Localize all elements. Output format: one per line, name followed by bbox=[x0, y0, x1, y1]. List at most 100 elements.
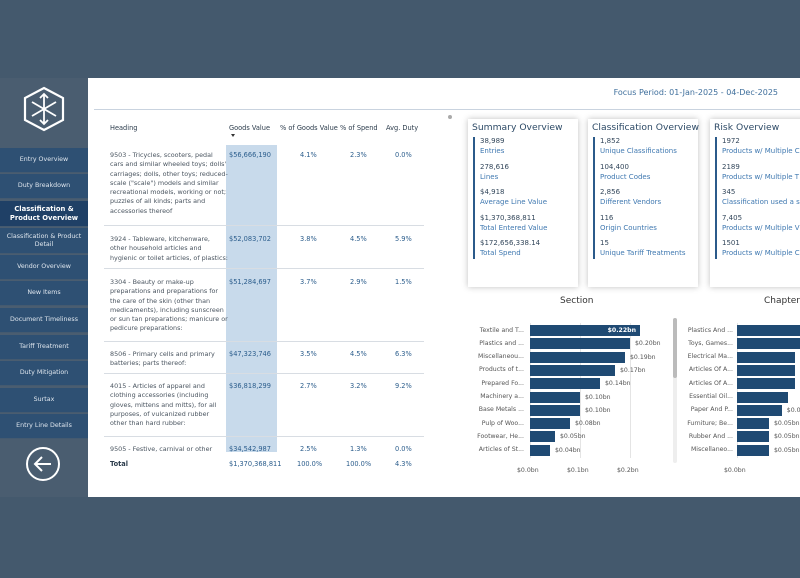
pct-goods-cell: 4.1% bbox=[300, 151, 317, 159]
bar[interactable] bbox=[530, 391, 580, 403]
bar[interactable] bbox=[737, 391, 789, 403]
bar[interactable] bbox=[737, 364, 795, 376]
back-button[interactable] bbox=[26, 447, 60, 481]
data-label: $0.10bn bbox=[585, 393, 611, 401]
bar[interactable] bbox=[530, 351, 625, 363]
category-label: Furniture; Be... bbox=[687, 419, 733, 427]
bar[interactable] bbox=[530, 338, 630, 350]
bar[interactable] bbox=[737, 418, 769, 430]
kpi-label: Entries bbox=[480, 147, 505, 155]
goods-value-column-highlight bbox=[226, 145, 277, 452]
gridline bbox=[580, 323, 581, 458]
category-label: Machinery a... bbox=[480, 393, 524, 400]
arrow-left-circle-icon bbox=[33, 456, 51, 472]
kpi-item: 1,852 Unique Classifications bbox=[600, 137, 677, 155]
kpi-label: Total Entered Value bbox=[480, 223, 548, 232]
bar[interactable] bbox=[737, 338, 800, 350]
more-options-icon[interactable] bbox=[448, 115, 452, 119]
category-label: Products of t... bbox=[479, 366, 524, 374]
divider bbox=[94, 109, 800, 110]
category-label: Plastics And ... bbox=[687, 326, 733, 334]
pct-spend-cell: 3.2% bbox=[350, 382, 367, 390]
column-header[interactable]: Heading bbox=[110, 124, 138, 132]
sidebar-item[interactable]: New Items bbox=[0, 281, 88, 306]
data-label: $0.19bn bbox=[630, 353, 656, 361]
kpi-item: 2,856 Different Vendors bbox=[600, 188, 661, 206]
sidebar-item[interactable]: Tariff Treatment bbox=[0, 335, 88, 360]
kpi-item: $1,370,368,811 Total Entered Value bbox=[480, 214, 547, 232]
scrollbar[interactable] bbox=[673, 318, 677, 463]
sidebar-item[interactable]: Duty Breakdown bbox=[0, 174, 88, 199]
kpi-label: Different Vendors bbox=[600, 198, 662, 206]
kpi-value: 15 bbox=[600, 239, 609, 247]
bar[interactable] bbox=[530, 418, 570, 430]
column-header[interactable]: % of Goods Value bbox=[280, 124, 338, 132]
card-accent-bar bbox=[715, 137, 717, 259]
kpi-label: Total Spend bbox=[480, 249, 521, 257]
kpi-item: 7,405 Products w/ Multiple V bbox=[722, 214, 800, 232]
kpi-label: Origin Countries bbox=[600, 223, 657, 232]
avg-duty-cell: 1.5% bbox=[395, 278, 412, 286]
sidebar-item[interactable]: Surtax bbox=[0, 388, 88, 413]
row-divider bbox=[104, 225, 424, 226]
bar[interactable] bbox=[530, 431, 555, 443]
bar[interactable]: $0.22bn bbox=[530, 325, 640, 336]
sidebar-item[interactable]: Entry Line Details bbox=[0, 414, 88, 439]
bar[interactable] bbox=[530, 378, 600, 390]
kpi-item: 15 Unique Tariff Treatments bbox=[600, 239, 685, 257]
category-label: Footwear, He... bbox=[477, 432, 524, 440]
bar[interactable] bbox=[530, 364, 615, 376]
bar[interactable] bbox=[530, 404, 580, 416]
pct-spend-cell: 2.3% bbox=[350, 151, 367, 159]
data-label: $0.17bn bbox=[620, 366, 646, 374]
sidebar-item[interactable]: Classification & Product Detail bbox=[0, 228, 88, 254]
category-label: Textile and T... bbox=[479, 326, 524, 334]
card-title: Risk Overview bbox=[714, 122, 780, 133]
sidebar-item[interactable]: Duty Mitigation bbox=[0, 361, 88, 386]
bar[interactable] bbox=[737, 444, 769, 456]
bar[interactable] bbox=[737, 431, 769, 443]
bar[interactable] bbox=[737, 325, 800, 336]
gridline bbox=[630, 323, 631, 458]
row-divider bbox=[104, 436, 424, 437]
x-tick-label: $0.0bn bbox=[724, 467, 746, 474]
total-duty: 4.3% bbox=[395, 460, 412, 468]
column-header[interactable]: % of Spend bbox=[340, 124, 378, 132]
data-label: $0.07bn bbox=[786, 406, 800, 414]
sidebar-item[interactable]: Document Timeliness bbox=[0, 308, 88, 333]
category-label: Pulp of Woo... bbox=[481, 419, 524, 427]
kpi-label: Average Line Value bbox=[480, 198, 548, 206]
pct-spend-cell: 4.5% bbox=[350, 350, 367, 358]
sidebar-item[interactable]: Entry Overview bbox=[0, 148, 88, 173]
category-label: Articles Of A... bbox=[688, 366, 733, 374]
sidebar-item[interactable]: Classification & Product Overview bbox=[0, 201, 88, 227]
category-label: Paper And P... bbox=[690, 406, 733, 414]
goods-value-cell: $56,666,190 bbox=[229, 151, 271, 159]
goods-value-cell: $34,542,987 bbox=[229, 445, 271, 453]
kpi-card: Summary Overview 38,989 Entries 278,616 Line… bbox=[468, 119, 578, 287]
card-title: Classification Overview bbox=[592, 122, 699, 133]
kpi-card: Classification Overview 1,852 Unique Class… bbox=[588, 119, 699, 287]
sidebar-item[interactable]: Vendor Overview bbox=[0, 255, 88, 280]
category-label: Essential Oil... bbox=[689, 393, 733, 400]
pct-spend-cell: 1.3% bbox=[350, 445, 367, 453]
kpi-item: 278,616 Lines bbox=[480, 163, 509, 181]
sort-desc-icon[interactable] bbox=[231, 134, 235, 137]
bar[interactable] bbox=[737, 404, 782, 416]
kpi-label: Product Codes bbox=[600, 172, 651, 181]
kpi-label: Products w/ Multiple C bbox=[722, 147, 800, 155]
bar[interactable] bbox=[530, 444, 550, 456]
avg-duty-cell: 9.2% bbox=[395, 382, 412, 390]
card-accent-bar bbox=[473, 137, 475, 259]
goods-value-cell: $36,818,299 bbox=[229, 382, 271, 390]
pct-spend-cell: 2.9% bbox=[350, 278, 367, 286]
category-label: Articles Of A... bbox=[688, 379, 733, 387]
kpi-value: 104,400 bbox=[600, 162, 629, 171]
pct-goods-cell: 3.7% bbox=[300, 278, 317, 286]
gridline bbox=[737, 323, 738, 458]
kpi-label: Products w/ Multiple V bbox=[722, 223, 800, 232]
column-header[interactable]: Goods Value bbox=[229, 124, 271, 132]
bar[interactable] bbox=[737, 351, 795, 363]
bar[interactable] bbox=[737, 378, 795, 390]
column-header[interactable]: Avg. Duty bbox=[386, 124, 419, 132]
